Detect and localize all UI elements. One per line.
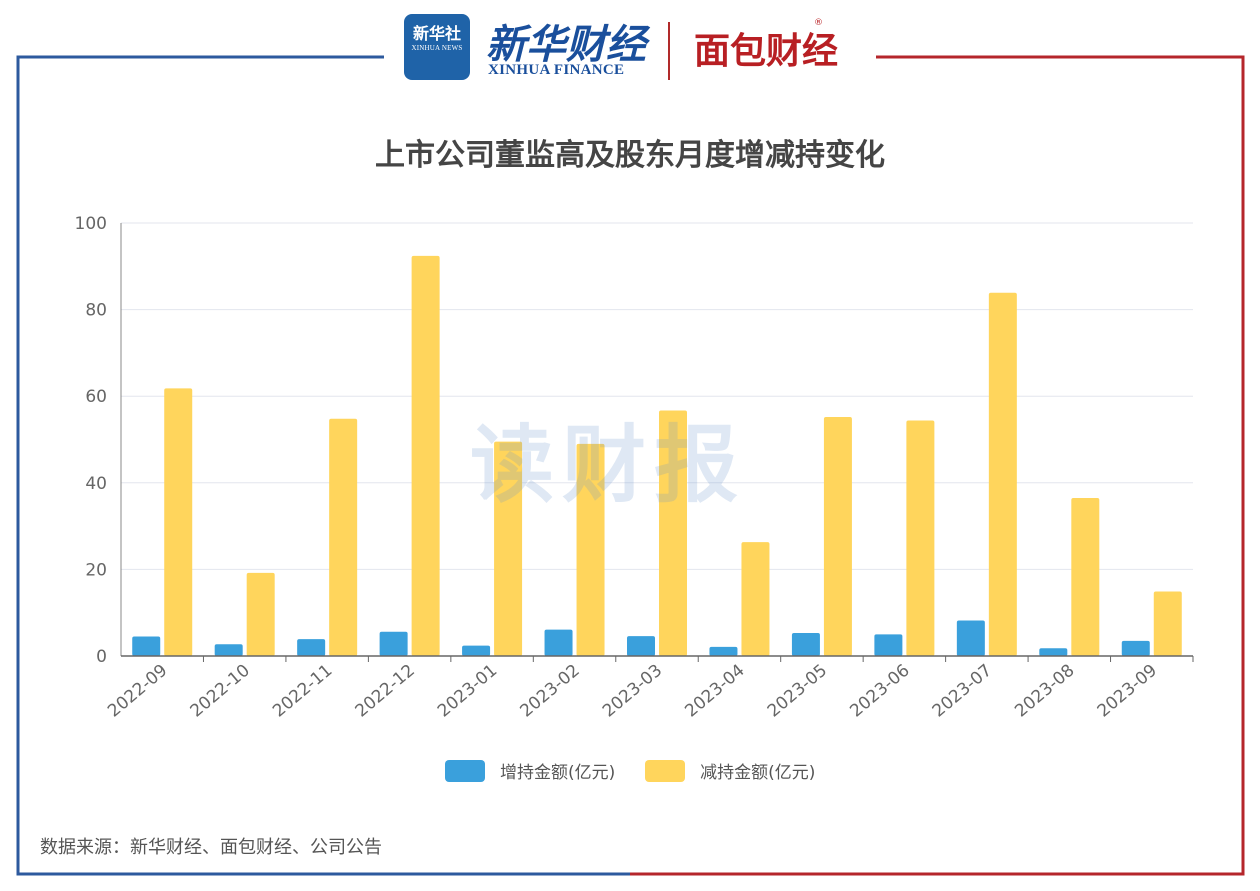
bar-decrease <box>576 443 605 656</box>
source-note: 数据来源：新华财经、面包财经、公司公告 <box>40 837 382 858</box>
bar-decrease <box>411 255 440 656</box>
legend-label-increase: 增持金额(亿元) <box>500 763 616 783</box>
y-tick-label: 40 <box>85 474 107 494</box>
legend-swatch-decrease <box>644 759 685 782</box>
x-tick-label: 2023-02 <box>516 661 583 722</box>
bar-increase <box>709 646 738 656</box>
x-tick-label: 2023-03 <box>599 661 666 722</box>
bar-increase <box>956 620 985 656</box>
y-tick-label: 100 <box>75 214 107 234</box>
legend-item-decrease[interactable]: 减持金额(亿元) <box>644 758 816 783</box>
bar-layer <box>132 255 1182 656</box>
xinhua-finance-logo-en: XINHUA FINANCE <box>488 62 625 78</box>
bar-decrease <box>329 418 358 656</box>
bar-increase <box>379 631 408 656</box>
bar-increase <box>132 636 161 656</box>
bar-increase <box>462 645 491 656</box>
y-tick-label: 80 <box>85 301 107 321</box>
bar-decrease <box>1153 591 1182 656</box>
y-tick-label: 20 <box>85 560 107 580</box>
bar-increase <box>874 634 903 656</box>
y-tick-label: 0 <box>96 647 107 667</box>
watermark: 读财报 <box>470 416 747 514</box>
legend: 增持金额(亿元) 减持金额(亿元) <box>0 758 1260 783</box>
x-tick-label: 2023-06 <box>846 661 913 722</box>
bar-decrease <box>164 388 193 656</box>
y-tick-label: 60 <box>85 387 107 407</box>
bar-decrease <box>1071 497 1100 656</box>
x-tick-label: 2022-12 <box>352 661 419 722</box>
bar-decrease <box>741 542 770 656</box>
frame-left-line <box>16 55 630 876</box>
logo-divider <box>668 22 670 80</box>
bar-decrease <box>659 410 687 656</box>
x-tick-label: 2023-08 <box>1011 661 1078 722</box>
x-tick-label: 2022-10 <box>187 661 254 722</box>
legend-swatch-increase <box>444 759 485 782</box>
xinhua-finance-logo-cn: 新华财经 <box>486 21 646 68</box>
legend-label-decrease: 减持金额(亿元) <box>700 763 816 783</box>
bar-increase <box>297 639 326 656</box>
xinhua-news-logo: 新华社 XINHUA NEWS <box>404 14 470 80</box>
registered-mark: ® <box>814 18 823 28</box>
x-tick-label: 2023-05 <box>764 661 831 722</box>
x-tick-label: 2023-09 <box>1094 661 1161 722</box>
bar-decrease <box>906 420 935 656</box>
x-tick-label: 2022-11 <box>269 661 336 722</box>
bar-decrease <box>246 572 275 656</box>
x-tick-label: 2023-01 <box>434 661 501 722</box>
bar-decrease <box>494 441 523 656</box>
xinhua-news-logo-cn: 新华社 <box>412 24 461 43</box>
bar-increase <box>1039 648 1068 656</box>
bar-increase <box>627 636 655 656</box>
x-tick-label: 2023-04 <box>681 661 748 722</box>
x-tick-label: 2022-09 <box>104 661 171 722</box>
bar-decrease <box>988 292 1017 656</box>
bar-increase <box>544 629 573 656</box>
mianbao-finance-logo: 面包财经 <box>694 31 839 72</box>
legend-item-increase[interactable]: 增持金额(亿元) <box>444 758 616 783</box>
xinhua-news-logo-en: XINHUA NEWS <box>411 44 463 52</box>
chart-title: 上市公司董监高及股东月度增减持变化 <box>375 138 885 173</box>
x-tick-label: 2023-07 <box>929 661 996 722</box>
frame-right-line <box>630 55 1245 876</box>
bar-increase <box>1121 640 1150 656</box>
bar-increase <box>214 644 243 656</box>
bar-increase <box>791 633 820 656</box>
bar-decrease <box>823 416 852 656</box>
